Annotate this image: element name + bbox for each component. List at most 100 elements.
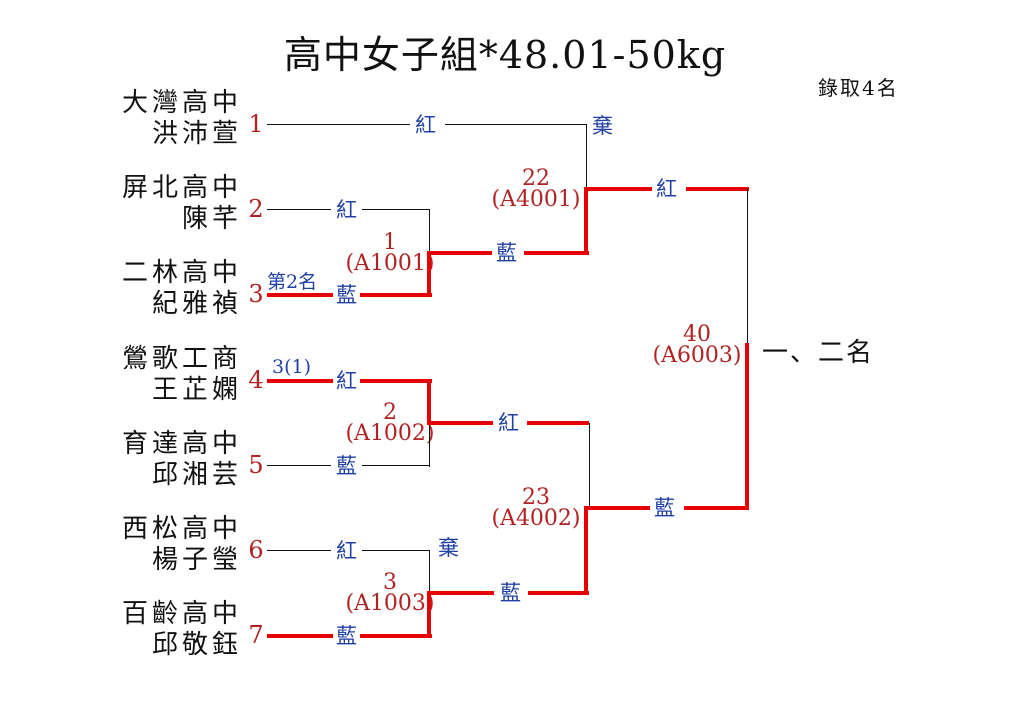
seed-number-3: 3	[248, 280, 264, 308]
seed-number-1: 1	[248, 110, 264, 138]
school-name: 鶯歌工商	[121, 344, 242, 374]
winner-path-line	[686, 187, 749, 191]
bracket-connector-line	[362, 550, 430, 551]
match-3-out-corner: 藍	[500, 581, 521, 605]
competitor-4: 鶯歌工商 王芷嫻	[85, 344, 242, 406]
athlete-name: 邱敬鈺	[151, 630, 242, 660]
corner-label-blue: 藍	[336, 283, 357, 307]
winner-path-line	[684, 506, 749, 510]
bracket-connector-line	[267, 465, 331, 466]
bracket-connector-line	[586, 125, 587, 189]
match-code: (A4001)	[491, 187, 581, 212]
match-3-label: 3 (A1003)	[340, 570, 440, 616]
corner-label-red: 紅	[336, 198, 357, 222]
winner-path-line	[745, 343, 749, 510]
winner-path-line	[267, 634, 333, 638]
winner-path-line	[527, 421, 589, 425]
quota-note: 錄取4名	[818, 76, 899, 100]
match-23-label: 23 (A4002)	[486, 485, 586, 531]
winner-path-line	[528, 591, 589, 595]
school-name: 西松高中	[121, 514, 242, 544]
bracket-connector-line	[429, 551, 430, 594]
school-name: 百齡高中	[121, 599, 242, 629]
winner-path-line	[267, 293, 333, 297]
athlete-name: 洪沛萱	[151, 119, 242, 149]
placement-note-3rd: 3(1)	[272, 356, 312, 378]
athlete-name: 楊子瑩	[151, 545, 242, 575]
winner-path-line	[360, 293, 432, 297]
winner-path-line	[427, 379, 431, 425]
forfeit-mark-match3: 棄	[438, 536, 459, 560]
school-name: 大灣高中	[121, 88, 242, 118]
bracket-connector-line	[445, 124, 587, 125]
seed-number-2: 2	[248, 195, 264, 223]
school-name: 屏北高中	[121, 173, 242, 203]
competitor-2: 屏北高中 陳芊	[85, 173, 242, 235]
match-code: (A1002)	[345, 421, 435, 446]
winner-path-line	[427, 591, 431, 638]
match-1-label: 1 (A1001)	[340, 230, 440, 276]
winner-path-line	[429, 591, 494, 595]
school-name: 二林高中	[121, 258, 242, 288]
winner-path-line	[267, 379, 333, 383]
bracket-connector-line	[267, 124, 410, 125]
winner-path-line	[587, 506, 650, 510]
winner-path-line	[584, 506, 588, 595]
match-number: 2	[383, 400, 397, 425]
winner-path-line	[429, 251, 492, 255]
bracket-connector-line	[267, 550, 331, 551]
match-number: 22	[522, 166, 550, 191]
bracket-connector-line	[362, 209, 430, 210]
match-2-out-corner: 紅	[498, 411, 519, 435]
match-code: (A6003)	[652, 343, 742, 368]
bracket-connector-line	[589, 423, 590, 509]
bracket-connector-line	[362, 465, 430, 466]
winner-path-line	[524, 251, 589, 255]
match-number: 3	[383, 570, 397, 595]
corner-label-red: 紅	[336, 539, 357, 563]
seed-number-7: 7	[248, 621, 264, 649]
match-number: 40	[683, 322, 711, 347]
match-22-out-corner: 紅	[656, 177, 677, 201]
winner-path-line	[427, 251, 431, 297]
match-number: 23	[522, 485, 550, 510]
athlete-name: 陳芊	[181, 204, 242, 234]
competitor-6: 西松高中 楊子瑩	[85, 514, 242, 576]
match-code: (A4002)	[491, 506, 581, 531]
bracket-connector-line	[267, 209, 331, 210]
competitor-5: 育達高中 邱湘芸	[85, 429, 242, 491]
corner-label-red: 紅	[336, 369, 357, 393]
page-title: 高中女子組*48.01-50kg	[283, 33, 727, 77]
match-40-label: 40 (A6003)	[647, 322, 747, 368]
match-23-out-corner: 藍	[654, 496, 675, 520]
match-code: (A1003)	[345, 591, 435, 616]
athlete-name: 王芷嫻	[151, 375, 242, 405]
corner-label-blue: 藍	[336, 624, 357, 648]
winner-path-line	[584, 187, 588, 255]
corner-label-blue: 藍	[336, 454, 357, 478]
competitor-1: 大灣高中 洪沛萱	[85, 88, 242, 150]
seed-number-6: 6	[248, 536, 264, 564]
winner-path-line	[360, 379, 432, 383]
athlete-name: 紀雅禎	[151, 289, 242, 319]
winner-path-line	[429, 421, 493, 425]
bracket-connector-line	[429, 423, 430, 467]
winner-path-line	[587, 187, 652, 191]
forfeit-mark-match22: 棄	[592, 114, 613, 138]
athlete-name: 邱湘芸	[151, 460, 242, 490]
seed-number-5: 5	[248, 451, 264, 479]
placement-note-2nd: 第2名	[267, 271, 318, 293]
seed-number-4: 4	[248, 366, 264, 394]
corner-label-red: 紅	[415, 113, 436, 137]
match-number: 1	[383, 230, 397, 255]
winner-path-line	[360, 634, 432, 638]
bracket-connector-line	[429, 210, 430, 254]
bracket-connector-line	[747, 189, 748, 346]
match-2-label: 2 (A1002)	[340, 400, 440, 446]
match-22-label: 22 (A4001)	[486, 166, 586, 212]
match-code: (A1001)	[345, 251, 435, 276]
school-name: 育達高中	[121, 429, 242, 459]
final-placement-label: 一、二名	[762, 338, 875, 368]
competitor-7: 百齡高中 邱敬鈺	[85, 599, 242, 661]
